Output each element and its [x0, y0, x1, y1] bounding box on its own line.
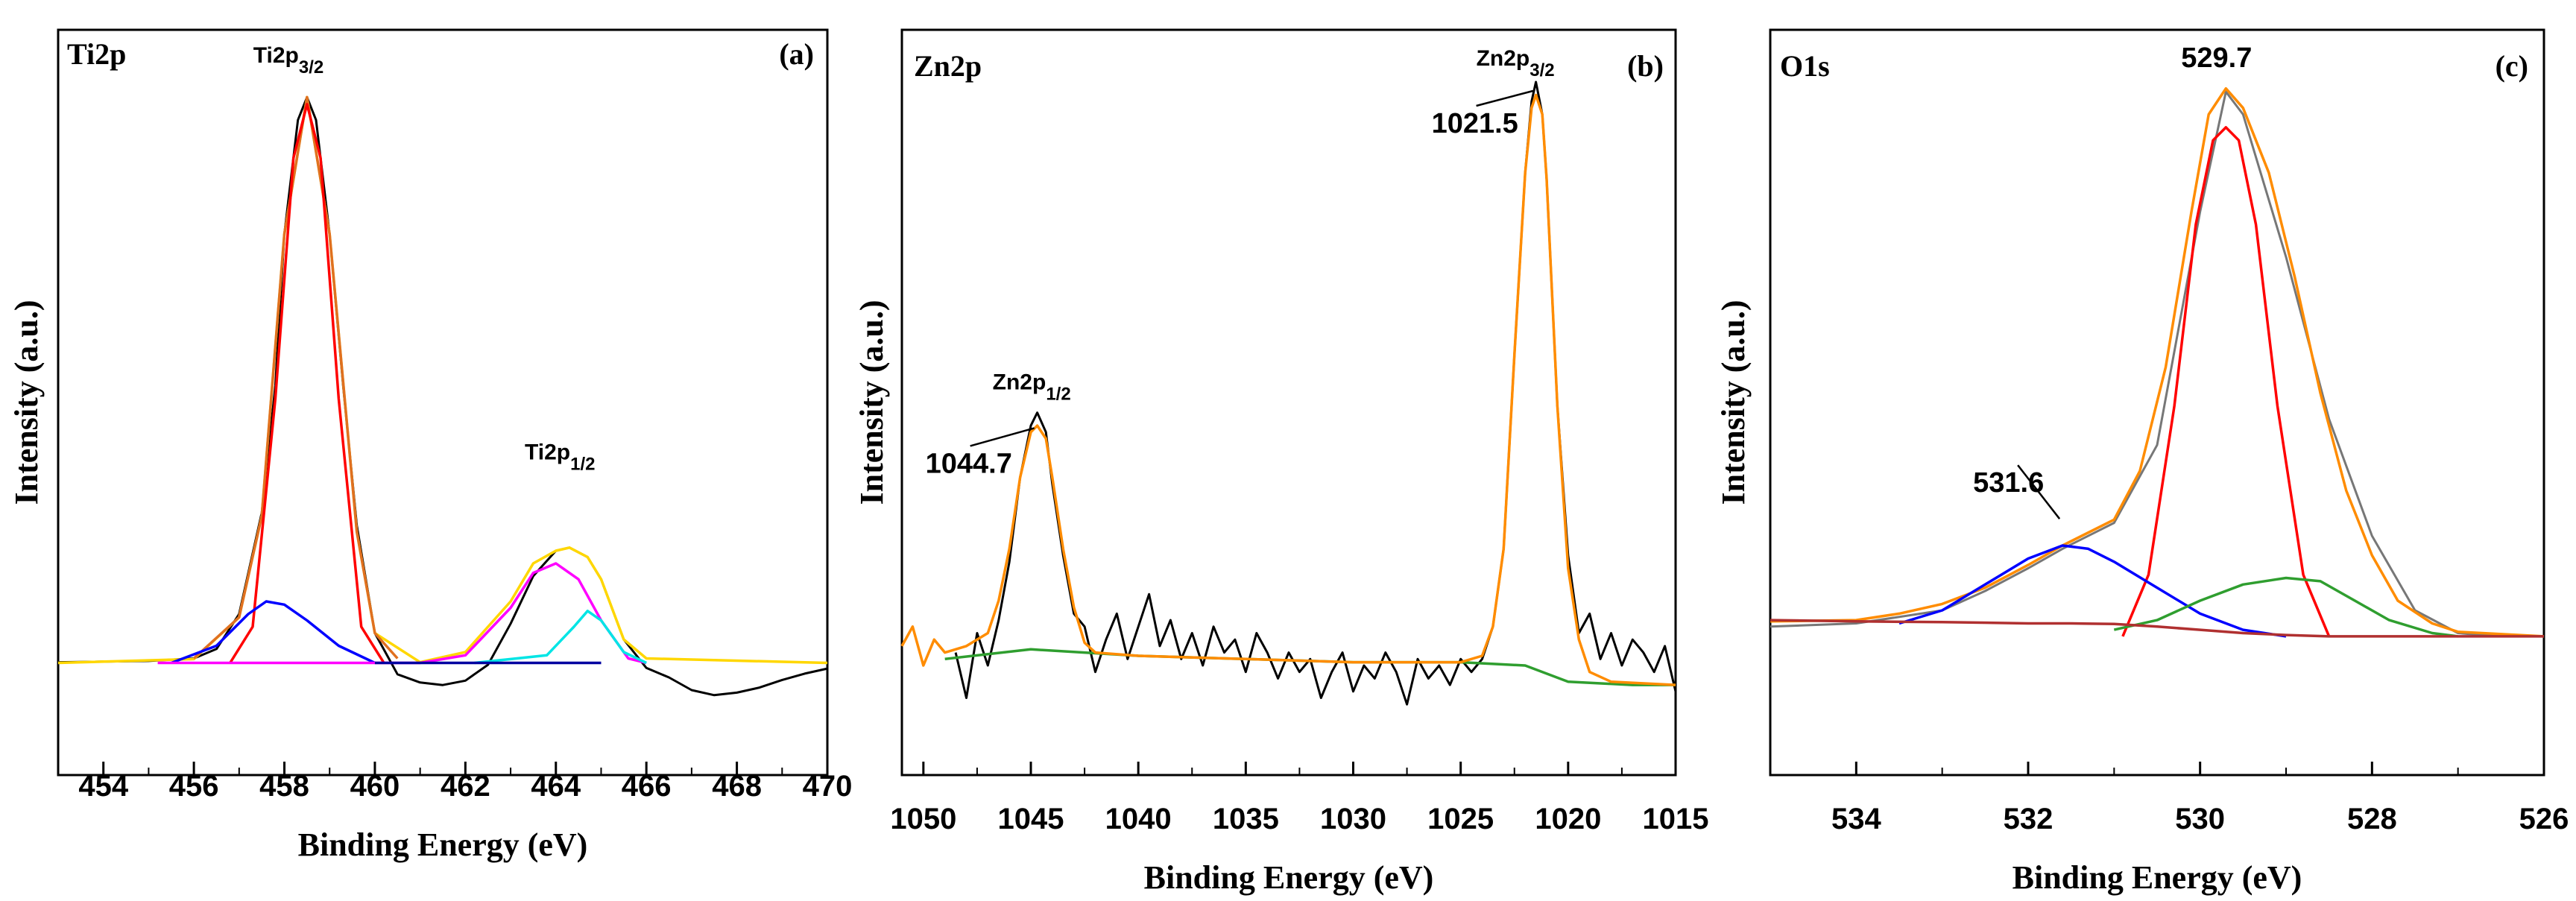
series-c-5	[1770, 619, 2544, 638]
xtick-label-a-7: 468	[712, 770, 762, 803]
panel-a-series	[57, 95, 828, 697]
panel-b-ticks: 1050 1045 1040 1035 1030 1025 1020 1015	[890, 762, 1708, 835]
annotation-arrow-b-0	[1476, 89, 1533, 107]
panel-a-frame	[57, 28, 829, 777]
panel-c-series	[1770, 86, 2545, 638]
panel-a-ylabel: Intensity (a.u.)	[8, 300, 45, 505]
xtick-label-b-2: 1040	[1105, 803, 1172, 835]
annotation-arrow-c-1	[2017, 464, 2061, 519]
panel-c-annotations: 529.7 531.6	[1973, 42, 2252, 519]
series-a-3	[229, 103, 385, 664]
annotation-label-b-0: Zn2p3/2	[1477, 46, 1555, 80]
xtick-label-a-6: 466	[622, 770, 672, 803]
xtick-label-b-1: 1045	[998, 803, 1064, 835]
panel-c-title: O1s	[1780, 49, 1830, 83]
panel-a-title: Ti2p	[67, 37, 126, 71]
xtick-label-b-3: 1035	[1213, 803, 1279, 835]
annotation-value-c-0: 529.7	[2181, 42, 2252, 74]
panel-b-label: (b)	[1627, 49, 1664, 83]
panel-b-series	[900, 80, 1677, 706]
panel-c-o1s: 534 532 530 528 526 O1s (c) Binding Energy (…	[1715, 28, 2569, 896]
panel-b-zn2p: 1050 1045 1040 1035 1030 1025 1020 1015 Zn2p (b…	[853, 28, 1708, 896]
panel-b-ylabel: Intensity (a.u.)	[853, 300, 890, 505]
panel-c-ticks: 534 532 530 528 526	[1831, 762, 2569, 835]
panel-b-frame	[900, 28, 1677, 777]
panel-b-title: Zn2p	[914, 49, 982, 83]
panel-a-ti2p: 454 456 458 460 462 464 466 468 470 Ti2p (a) Bin…	[8, 28, 852, 863]
series-b-2	[900, 93, 1676, 686]
series-a-6	[474, 610, 647, 665]
panel-c-label: (c)	[2496, 49, 2528, 83]
xtick-label-a-2: 458	[259, 770, 309, 803]
series-c-0	[1770, 90, 2544, 638]
panel-a-annotations: Ti2p3/2 Ti2p1/2	[253, 43, 596, 474]
panel-a-xlabel: Binding Energy (eV)	[298, 826, 588, 863]
xtick-label-a-0: 454	[78, 770, 128, 803]
xtick-label-c-0: 534	[1831, 803, 1881, 835]
xtick-label-b-5: 1025	[1427, 803, 1494, 835]
annotation-label-a-0: Ti2p3/2	[253, 43, 324, 78]
xtick-label-c-4: 526	[2519, 803, 2569, 835]
annotation-value-b-1: 1044.7	[926, 448, 1012, 479]
xtick-label-c-2: 530	[2175, 803, 2225, 835]
xtick-label-a-8: 470	[803, 770, 853, 803]
annotation-label-b-1: Zn2p1/2	[993, 370, 1071, 404]
xtick-label-b-4: 1030	[1320, 803, 1386, 835]
panel-a-ticks: 454 456 458 460 462 464 466 468 470	[78, 762, 852, 803]
xtick-label-c-1: 532	[2004, 803, 2053, 835]
xtick-label-a-5: 464	[531, 770, 581, 803]
series-a-2	[192, 95, 399, 660]
series-c-3	[1898, 544, 2287, 638]
panel-b-annotations: Zn2p3/2 1021.5 Zn2p1/2 1044.7	[926, 46, 1555, 479]
panel-c-xlabel: Binding Energy (eV)	[2012, 859, 2302, 896]
xtick-label-c-3: 528	[2347, 803, 2397, 835]
series-a-4	[171, 600, 376, 665]
annotation-value-b-0: 1021.5	[1432, 108, 1518, 139]
annotation-label-a-1: Ti2p1/2	[525, 440, 596, 475]
series-c-2	[2121, 126, 2331, 637]
xtick-label-b-6: 1020	[1535, 803, 1601, 835]
series-c-4	[2113, 576, 2458, 638]
annotation-value-c-1: 531.6	[1973, 467, 2044, 499]
panel-a-label: (a)	[779, 37, 814, 71]
xtick-label-a-3: 460	[350, 770, 400, 803]
annotation-arrow-b-1	[970, 427, 1035, 447]
xtick-label-a-4: 462	[441, 770, 490, 803]
panel-b-xlabel: Binding Energy (eV)	[1144, 859, 1434, 896]
xtick-label-b-0: 1050	[890, 803, 956, 835]
xtick-label-b-7: 1015	[1643, 803, 1709, 835]
panel-c-ylabel: Intensity (a.u.)	[1715, 300, 1752, 505]
xtick-label-a-1: 456	[169, 770, 219, 803]
